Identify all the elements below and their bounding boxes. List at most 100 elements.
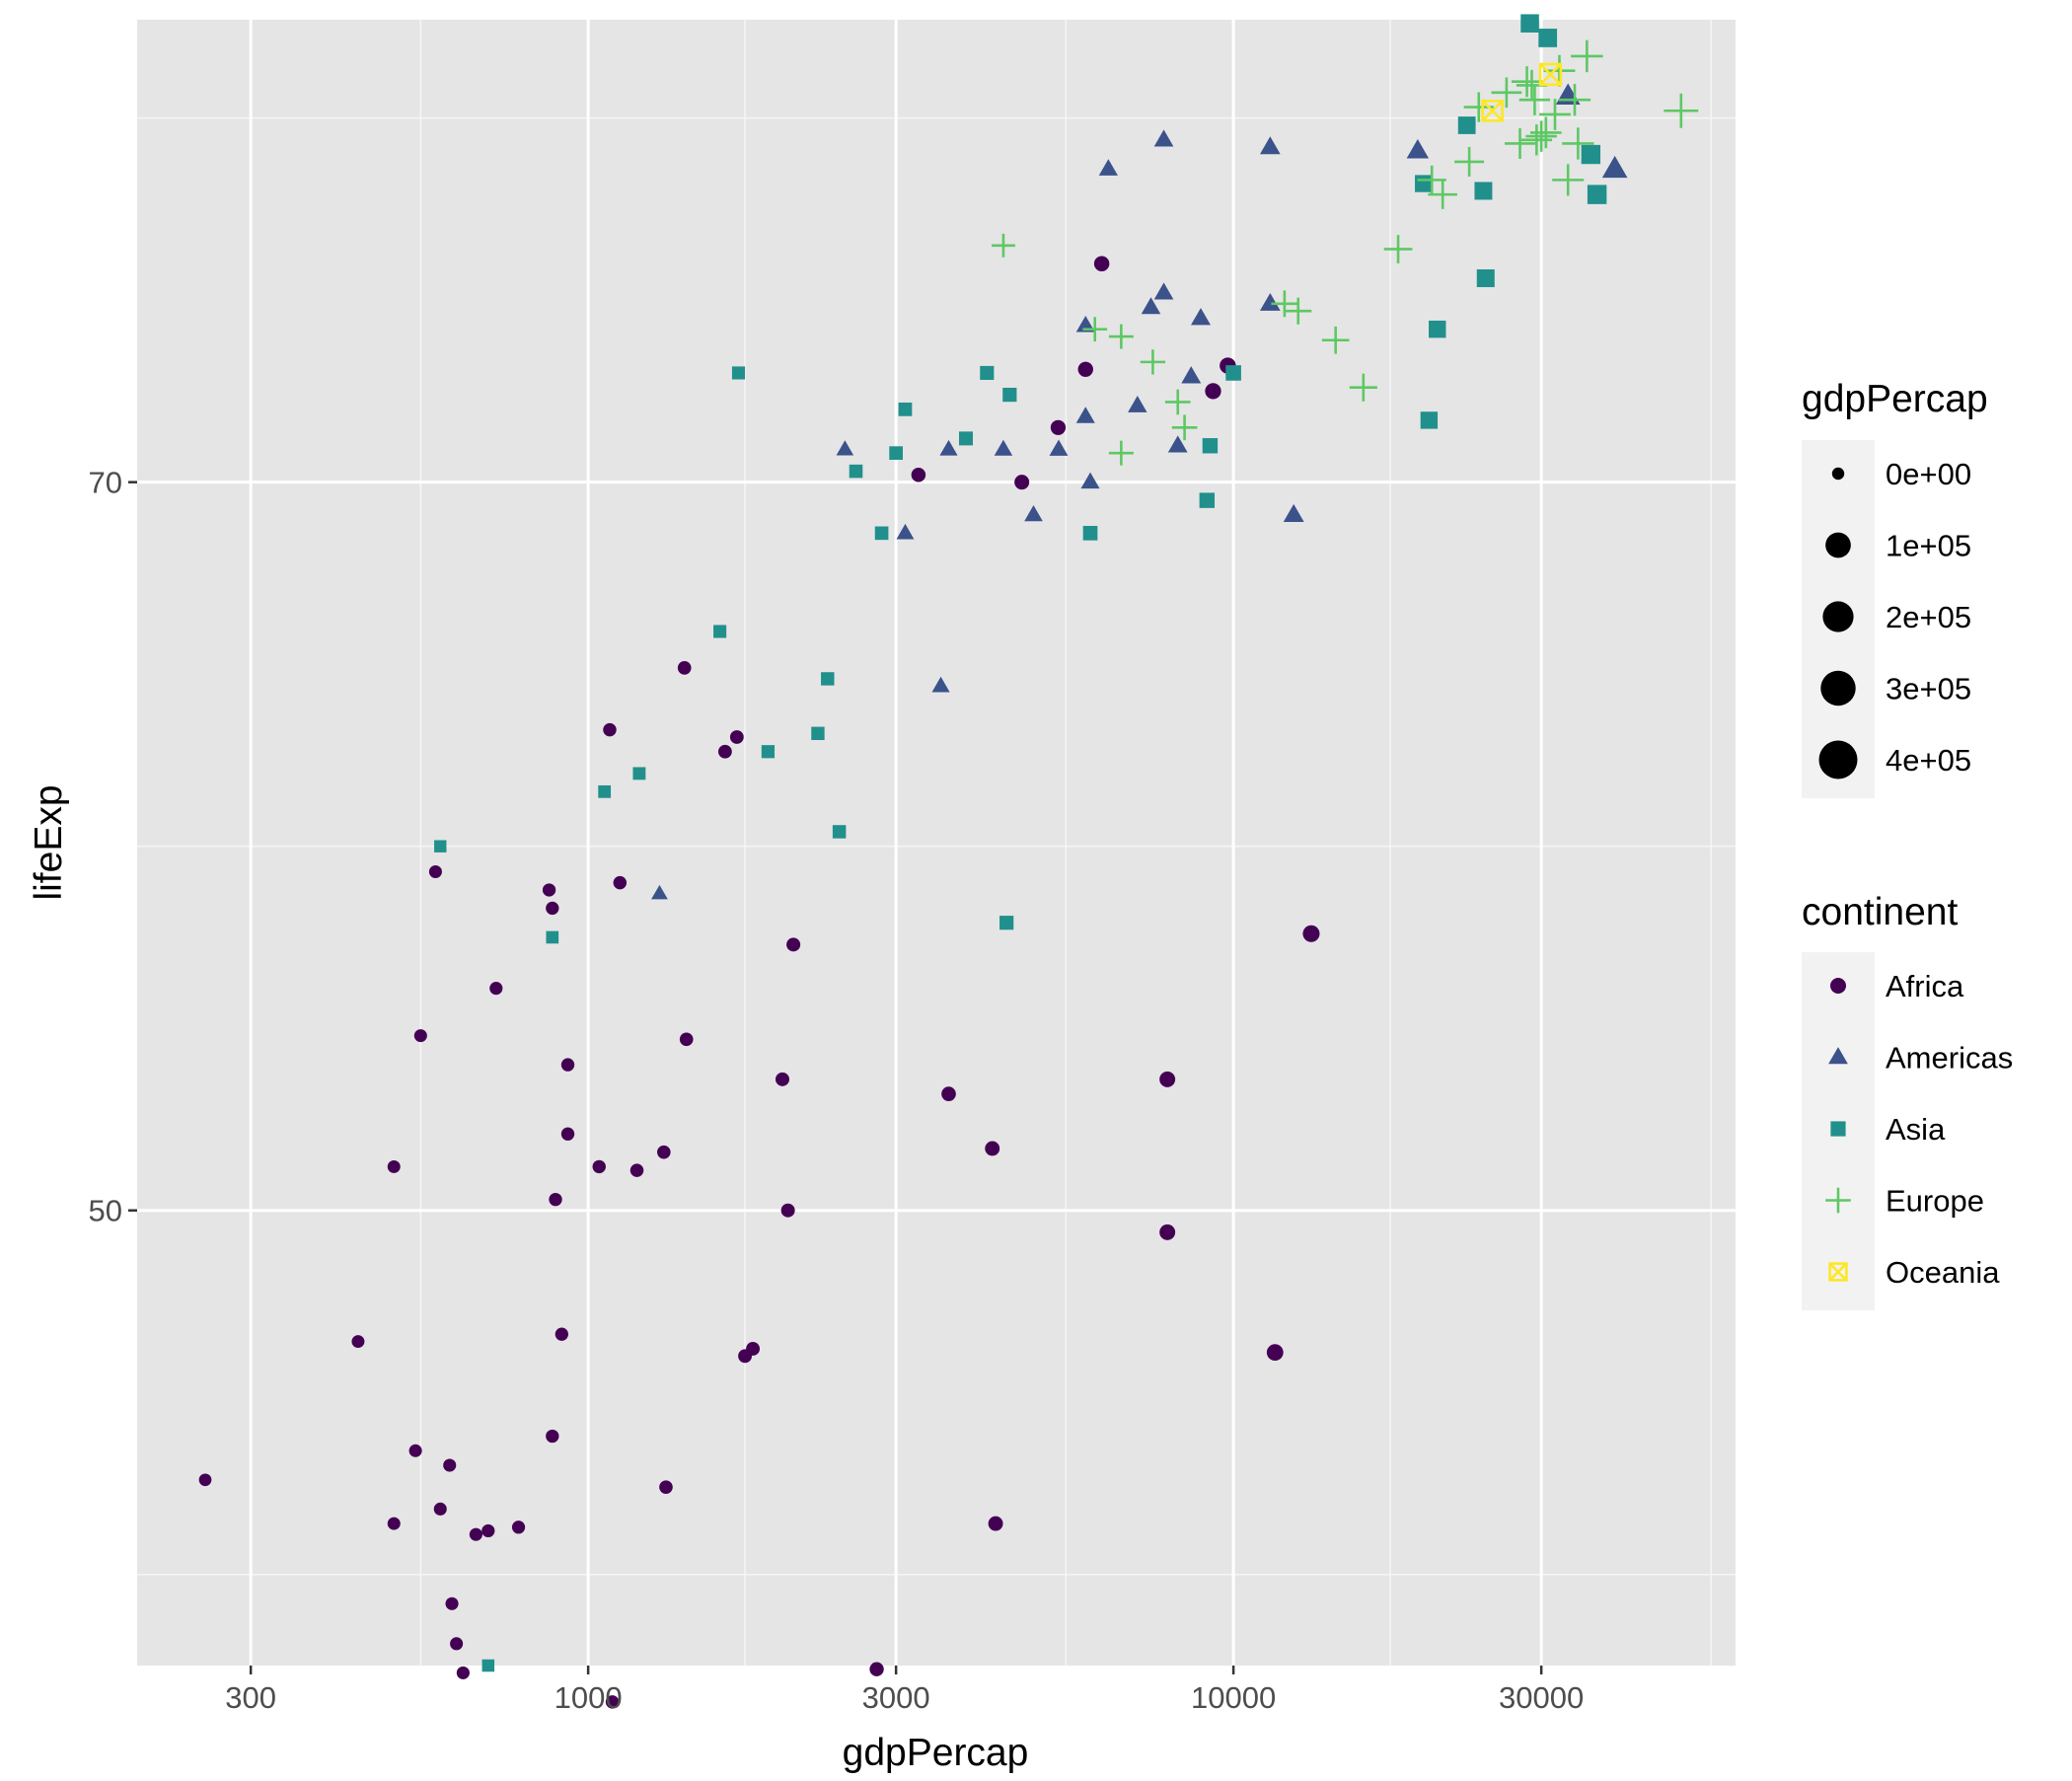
data-point — [869, 1662, 884, 1676]
data-point — [1664, 93, 1699, 128]
data-point — [511, 1521, 526, 1534]
data-point — [1141, 297, 1161, 315]
data-point — [469, 1527, 482, 1541]
data-point — [1457, 116, 1476, 134]
data-point — [1075, 407, 1095, 423]
data-point — [1539, 99, 1571, 130]
data-point — [1108, 440, 1134, 466]
x-tick-label: 1000 — [555, 1680, 623, 1715]
data-point — [632, 767, 646, 780]
data-point — [896, 523, 915, 540]
data-point — [746, 1342, 760, 1356]
size-legend-key-icon — [1825, 532, 1851, 558]
data-point — [1164, 389, 1191, 415]
data-point — [1504, 127, 1536, 159]
color-legend-key-icon — [1830, 1121, 1846, 1137]
data-point — [1417, 165, 1446, 195]
data-point — [428, 864, 442, 879]
data-point — [1202, 438, 1219, 454]
data-point — [1140, 349, 1166, 375]
data-point — [1153, 282, 1174, 300]
data-point — [1525, 120, 1557, 152]
data-point — [958, 431, 974, 446]
data-point — [786, 937, 801, 952]
data-point — [1283, 503, 1304, 523]
series-oceania — [1481, 62, 1563, 122]
data-point — [1538, 29, 1558, 47]
data-point — [985, 1141, 1000, 1156]
data-point — [679, 1032, 694, 1047]
data-point — [849, 464, 863, 479]
data-point — [651, 884, 668, 900]
data-point — [1454, 146, 1485, 177]
data-point — [443, 1458, 457, 1472]
data-point — [889, 446, 903, 460]
y-axis-title: lifeExp — [28, 784, 70, 900]
size-legend-label: 2e+05 — [1886, 600, 1971, 634]
size-legend-key-icon — [1831, 467, 1845, 481]
data-point — [1098, 159, 1118, 176]
data-point — [836, 440, 854, 456]
data-point — [603, 722, 617, 737]
data-point — [351, 1335, 365, 1349]
size-legend: gdpPercap 0e+00 1e+05 2e+05 3e+05 4e+05 — [1802, 378, 1988, 798]
data-point — [994, 439, 1013, 456]
data-point — [542, 883, 556, 897]
data-point — [1181, 366, 1202, 384]
cross-stroke — [1481, 100, 1504, 122]
data-point — [874, 526, 889, 541]
data-point — [1128, 395, 1147, 412]
data-point — [450, 1637, 464, 1651]
data-point — [387, 1517, 401, 1530]
data-points — [198, 14, 1699, 1709]
data-point — [1302, 925, 1320, 942]
data-point — [1481, 99, 1504, 122]
size-legend-label: 0e+00 — [1886, 457, 1971, 491]
data-point — [433, 1502, 447, 1516]
data-point — [1530, 116, 1562, 149]
data-point — [1153, 129, 1174, 147]
cross-stroke — [1539, 63, 1562, 86]
data-point — [605, 1695, 620, 1709]
x-tick-label: 3000 — [862, 1680, 930, 1715]
series-europe — [991, 39, 1699, 466]
data-point — [980, 365, 995, 381]
data-point — [434, 840, 447, 853]
data-point — [713, 625, 727, 638]
color-legend: continent Africa Americas Asia Europe Oceani… — [1802, 891, 2013, 1310]
data-point — [657, 1145, 671, 1159]
color-legend-title: continent — [1802, 891, 1958, 933]
data-point — [1266, 1344, 1284, 1362]
data-point — [1024, 505, 1043, 522]
size-legend-label: 3e+05 — [1886, 672, 1971, 706]
data-point — [1429, 320, 1446, 338]
data-point — [1349, 373, 1377, 402]
y-tick-label: 70 — [89, 466, 122, 500]
size-legend-title: gdpPercap — [1802, 378, 1988, 420]
data-point — [1383, 235, 1413, 263]
data-point — [1159, 1224, 1176, 1240]
data-point — [821, 672, 835, 686]
data-point — [1474, 182, 1493, 200]
color-legend-key-icon — [1828, 1047, 1848, 1065]
data-point — [481, 1659, 495, 1672]
data-point — [729, 730, 744, 744]
data-point — [1225, 365, 1241, 381]
x-tick-label: 30000 — [1499, 1680, 1584, 1715]
data-point — [546, 901, 559, 916]
data-point — [413, 1029, 427, 1043]
data-point — [811, 726, 825, 740]
data-point — [1271, 290, 1298, 318]
data-point — [939, 439, 958, 456]
data-point — [1321, 326, 1350, 354]
data-point — [1108, 324, 1134, 349]
data-point — [629, 1163, 644, 1177]
data-point — [832, 825, 847, 839]
data-point — [1093, 256, 1110, 271]
data-point — [1259, 292, 1281, 311]
data-point — [1558, 84, 1591, 116]
data-point — [717, 744, 732, 759]
data-point — [1428, 180, 1457, 209]
